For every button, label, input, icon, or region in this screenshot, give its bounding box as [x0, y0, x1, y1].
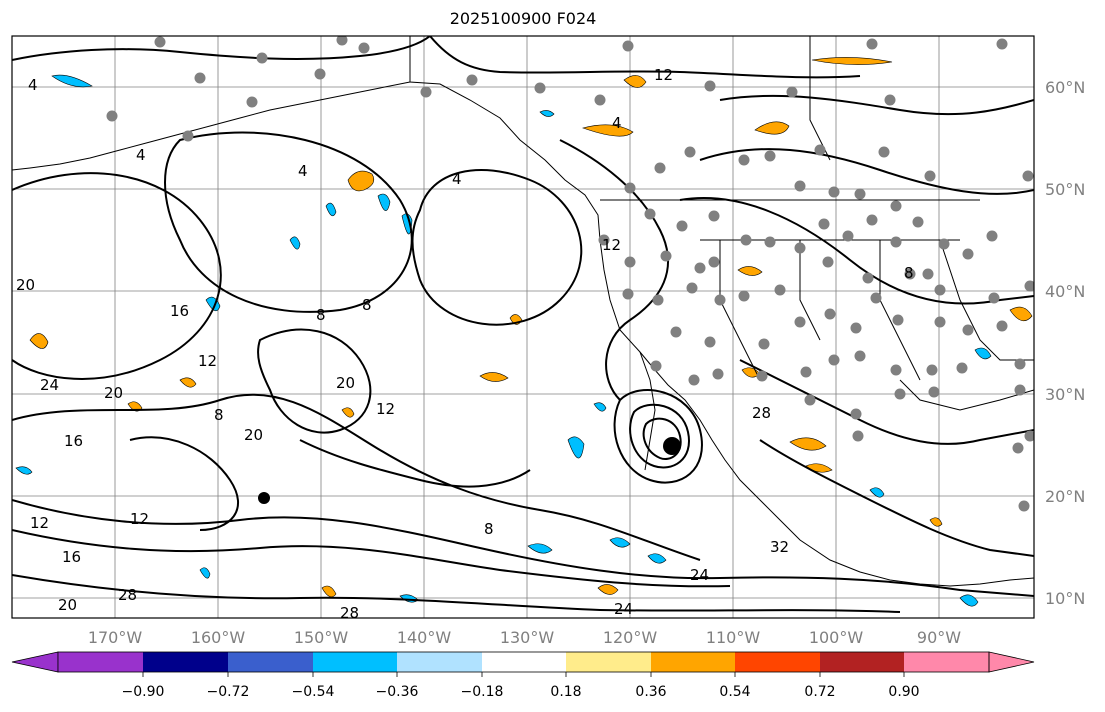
contour-label: 20 — [244, 426, 263, 444]
lat-label: 30°N — [1045, 385, 1085, 404]
contour-label: 4 — [28, 76, 38, 94]
lon-label: 90°W — [917, 628, 961, 647]
contour-label: 16 — [170, 302, 189, 320]
contour-label: 8 — [484, 520, 494, 538]
longitude-labels: 170°W 160°W 150°W 140°W 130°W 120°W 110°… — [88, 628, 961, 647]
contour-label: 4 — [452, 170, 462, 188]
map-title: 2025100900 F024 — [449, 9, 597, 28]
colorbar-extend-high — [988, 651, 1035, 673]
colorbar-tick-label: −0.54 — [292, 684, 335, 700]
latitude-labels: 60°N 50°N 40°N 30°N 20°N 10°N — [1045, 78, 1085, 608]
colorbar-segment — [820, 652, 904, 672]
low-center — [258, 492, 270, 504]
colorbar-segment — [397, 652, 482, 672]
colorbar-segment — [313, 652, 397, 672]
lon-label: 100°W — [809, 628, 864, 647]
contour-label: 12 — [198, 352, 217, 370]
colorbar-segment — [143, 652, 228, 672]
colorbar-segment — [566, 652, 651, 672]
contour-label: 16 — [62, 548, 81, 566]
contour-value-labels: 4 4 4 4 4 8 8 8 8 8 12 12 12 12 12 12 16… — [16, 66, 914, 622]
lon-label: 160°W — [191, 628, 246, 647]
contour-label: 12 — [654, 66, 673, 84]
contour-label: 28 — [340, 604, 359, 622]
contour-label: 24 — [40, 376, 59, 394]
lon-label: 170°W — [88, 628, 143, 647]
lat-label: 20°N — [1045, 487, 1085, 506]
colorbar-tick-label: 0.90 — [888, 684, 919, 700]
contour-label: 12 — [130, 510, 149, 528]
colorbar-tick-label: 0.36 — [635, 684, 666, 700]
contour-label: 20 — [336, 374, 355, 392]
lat-label: 50°N — [1045, 180, 1085, 199]
contour-label: 32 — [770, 538, 789, 556]
contour-label: 8 — [316, 306, 326, 324]
contour-label: 4 — [298, 162, 308, 180]
lon-label: 120°W — [603, 628, 658, 647]
lon-label: 130°W — [500, 628, 555, 647]
colorbar-tick-label: −0.90 — [122, 684, 165, 700]
contour-label: 28 — [118, 586, 137, 604]
contour-label: 4 — [136, 146, 146, 164]
contour-label: 12 — [30, 514, 49, 532]
colorbar-tick-label: −0.36 — [376, 684, 419, 700]
colorbar-segment — [58, 652, 143, 672]
contour-label: 8 — [362, 296, 372, 314]
contour-label: 20 — [104, 384, 123, 402]
contour-label: 20 — [16, 276, 35, 294]
colorbar-tick-label: −0.72 — [207, 684, 250, 700]
map-panel — [12, 36, 1034, 618]
colorbar-segment — [482, 652, 566, 672]
colorbar-tick-label: 0.54 — [719, 684, 750, 700]
lat-label: 40°N — [1045, 282, 1085, 301]
contour-label: 12 — [376, 400, 395, 418]
contour-label: 28 — [752, 404, 771, 422]
colorbar-tick-label: 0.72 — [804, 684, 835, 700]
colorbar-tick-label: 0.18 — [550, 684, 581, 700]
contour-label: 8 — [904, 264, 914, 282]
contour-label: 24 — [690, 566, 709, 584]
lat-label: 60°N — [1045, 78, 1085, 97]
colorbar-tick-label: −0.18 — [461, 684, 504, 700]
colorbar-segment — [904, 652, 989, 672]
shaded-patches — [15, 57, 1033, 607]
lon-label: 140°W — [397, 628, 452, 647]
contour-label: 24 — [614, 600, 633, 618]
colorbar: −0.90 −0.72 −0.54 −0.36 −0.18 0.18 0.36 … — [11, 651, 1035, 700]
colorbar-segment — [228, 652, 313, 672]
colorbar-segment — [735, 652, 820, 672]
station-dots — [106, 36, 1034, 512]
colorbar-segment — [651, 652, 735, 672]
colorbar-extend-low — [11, 651, 59, 673]
lon-label: 110°W — [706, 628, 761, 647]
map-frame — [11, 35, 1035, 619]
lat-label: 10°N — [1045, 589, 1085, 608]
contour-lines — [12, 36, 1034, 613]
contour-label: 12 — [602, 236, 621, 254]
contour-label: 20 — [58, 596, 77, 614]
lon-label: 150°W — [294, 628, 349, 647]
contour-label: 16 — [64, 432, 83, 450]
contour-label: 8 — [214, 406, 224, 424]
contour-label: 4 — [612, 114, 622, 132]
storm-center — [663, 437, 681, 455]
